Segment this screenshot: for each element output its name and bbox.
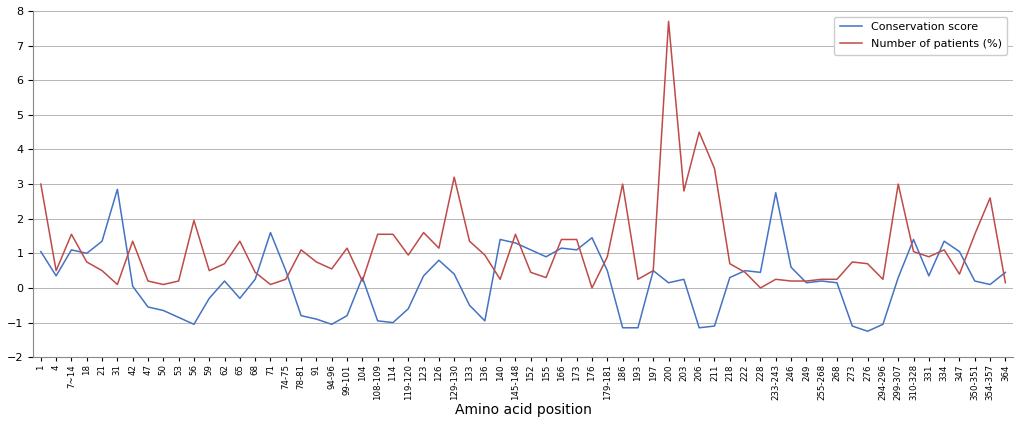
Number of patients (%) [35, 181, 47, 187]
Number of patients (%) [661, 19, 674, 24]
Conservation score [677, 277, 689, 282]
Number of patients (%) [677, 188, 689, 193]
Conservation score [999, 270, 1011, 275]
Conservation score [661, 280, 674, 285]
Conservation score [172, 315, 184, 320]
Number of patients (%) [570, 237, 582, 242]
Conservation score [35, 249, 47, 254]
Conservation score [111, 187, 123, 192]
Number of patients (%) [692, 130, 704, 135]
Conservation score [861, 329, 873, 334]
Number of patients (%) [432, 245, 444, 251]
X-axis label: Amino acid position: Amino acid position [454, 403, 591, 417]
Number of patients (%) [585, 285, 597, 290]
Legend: Conservation score, Number of patients (%): Conservation score, Number of patients (… [834, 17, 1007, 55]
Conservation score [447, 271, 460, 276]
Line: Conservation score: Conservation score [41, 189, 1005, 331]
Line: Number of patients (%): Number of patients (%) [41, 21, 1005, 288]
Conservation score [524, 247, 536, 252]
Conservation score [585, 235, 597, 240]
Number of patients (%) [157, 282, 169, 287]
Number of patients (%) [508, 232, 521, 237]
Number of patients (%) [999, 280, 1011, 285]
